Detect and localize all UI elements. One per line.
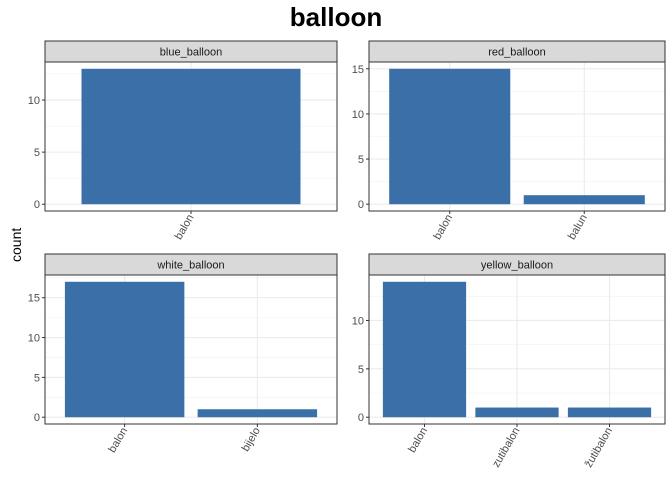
y-tick-label: 10	[28, 333, 40, 345]
bar	[382, 281, 467, 418]
facet-panel-yellow_balloon: yellow_balloon 0 5 10 balon zutibalon žutibalo…	[352, 253, 666, 470]
chart-title: balloon	[289, 2, 383, 32]
panel-border	[368, 61, 666, 212]
facet-strip-label: yellow_balloon	[481, 260, 553, 272]
y-tick-label: 15	[352, 64, 364, 76]
bar	[475, 407, 559, 418]
y-tick-label: 10	[352, 109, 364, 121]
y-tick-label: 0	[34, 199, 40, 211]
facet-strip-label: white_balloon	[156, 260, 224, 272]
x-tick-label: balon	[431, 213, 455, 242]
y-tick-label: 0	[34, 412, 40, 424]
y-tick-label: 10	[352, 315, 364, 327]
y-tick-label: 5	[34, 147, 40, 159]
x-tick-label: balon	[173, 213, 197, 242]
y-tick-label: 5	[358, 364, 364, 376]
x-tick-label: zutibalon	[490, 426, 522, 470]
bar	[567, 407, 652, 418]
y-tick-label: 5	[34, 372, 40, 384]
x-tick-label: balon	[106, 426, 130, 455]
facet-panel-white_balloon: white_balloon 0 5 10 15 balon bijelo	[28, 253, 338, 455]
y-tick-label: 10	[28, 95, 40, 107]
x-tick-label: balun	[566, 213, 590, 242]
bar	[523, 195, 645, 205]
y-tick-label: 15	[28, 293, 40, 305]
bar	[389, 68, 511, 205]
facet-panel-blue_balloon: blue_balloon 0 5 10 balon	[28, 40, 338, 242]
x-tick-label: žutibalon	[583, 426, 615, 470]
bar	[197, 409, 318, 418]
facet-strip-label: red_balloon	[488, 47, 546, 59]
x-tick-label: balon	[406, 426, 430, 455]
bar	[81, 68, 301, 205]
facet-panel-red_balloon: red_balloon 0 5 10 15 balon balun	[352, 40, 666, 242]
facet-strip-label: blue_balloon	[160, 47, 222, 59]
y-tick-label: 0	[358, 199, 364, 211]
y-tick-label: 5	[358, 154, 364, 166]
x-tick-label: bijelo	[240, 426, 263, 454]
bar	[64, 281, 185, 418]
y-tick-label: 0	[358, 412, 364, 424]
panel-border	[44, 274, 338, 425]
